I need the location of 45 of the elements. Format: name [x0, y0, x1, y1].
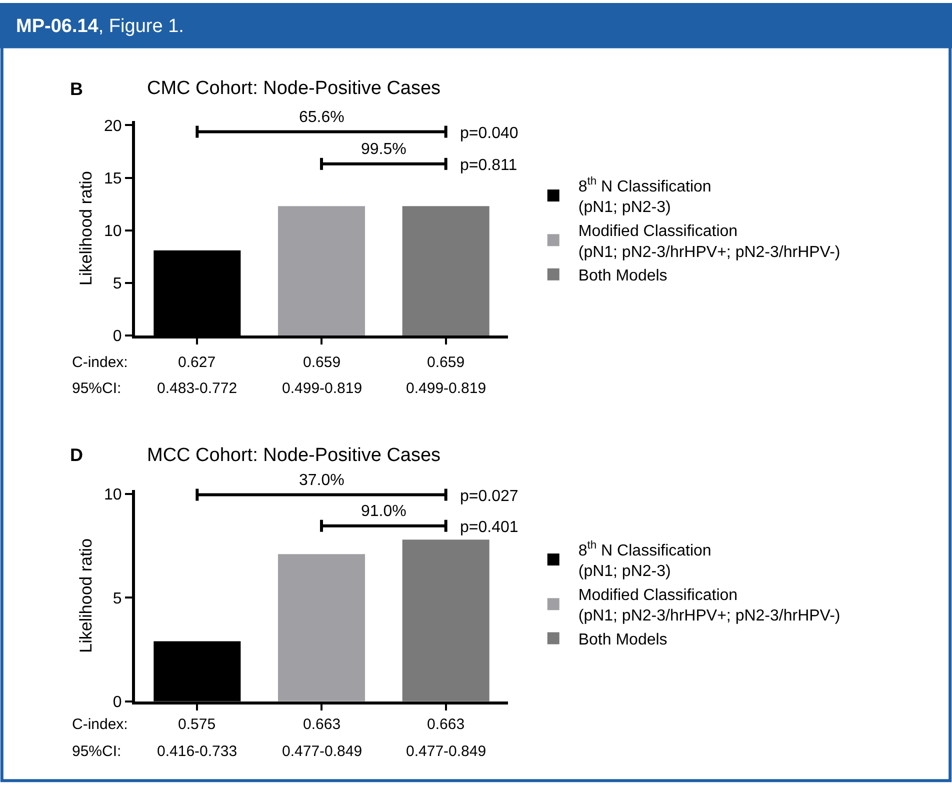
- text: 0.499-0.819: [282, 380, 362, 397]
- text: 0.663: [427, 716, 465, 733]
- legend-label: Both Models: [578, 632, 668, 649]
- annotation: p=0.811: [460, 157, 518, 174]
- text: 0.477-0.849: [406, 743, 486, 760]
- text: 0.483-0.772: [157, 380, 238, 397]
- legend-label: Both Models: [578, 268, 668, 285]
- annotation: 99.5%: [361, 141, 406, 158]
- text: B: [70, 79, 83, 99]
- annotation: 65.6%: [299, 109, 344, 126]
- y-axis-title: Likelihood ratio: [76, 538, 96, 653]
- text: C-index:: [72, 716, 128, 733]
- annotation: 91.0%: [361, 503, 406, 520]
- text: 0.627: [178, 354, 216, 371]
- y-tick-label: 0: [112, 328, 122, 346]
- y-tick-label: 10: [104, 486, 122, 504]
- text: 95%CI:: [72, 743, 122, 760]
- text: 0.659: [427, 354, 465, 371]
- text: 0.659: [303, 354, 341, 371]
- text: 0.499-0.819: [406, 380, 486, 397]
- y-tick-label: 15: [104, 170, 122, 188]
- chart-title: MCC Cohort: Node-Positive Cases: [147, 445, 441, 466]
- text: 37.0%: [299, 472, 344, 489]
- text: D: [70, 445, 83, 465]
- annotation: p=0.040: [460, 125, 518, 142]
- y-tick-label: 5: [112, 590, 122, 608]
- annotation: p=0.401: [460, 519, 518, 536]
- legend-label: 8$^{th}$ N Classification (pN1; pN2-3): [578, 176, 712, 216]
- text: C-index:: [72, 354, 128, 371]
- legend-label: Modified Classification (pN1; pN2-3/hrHPV+; pN2-3/hrHPV-): [578, 222, 840, 261]
- y-axis-title: Likelihood ratio: [76, 171, 96, 286]
- text: MP-06.14, Figure 1.: [16, 16, 184, 37]
- text: 0.575: [178, 716, 216, 733]
- y-tick-label: 10: [104, 222, 122, 240]
- text: 95%CI:: [72, 380, 122, 397]
- text: 0.477-0.849: [282, 743, 362, 760]
- text: 0.663: [303, 716, 341, 733]
- legend-label: Modified Classification (pN1; pN2-3/hrHPV+; pN2-3/hrHPV-): [578, 586, 840, 625]
- y-tick-label: 0: [112, 694, 122, 711]
- y-tick-label: 20: [104, 118, 122, 135]
- chart-title: CMC Cohort: Node-Positive Cases: [147, 78, 441, 99]
- annotation: p=0.027: [460, 488, 518, 505]
- y-tick-label: 5: [112, 276, 122, 293]
- text: 0.416-0.733: [157, 743, 238, 760]
- legend-label: 8$^{th}$ N Classification (pN1; pN2-3): [578, 540, 712, 580]
